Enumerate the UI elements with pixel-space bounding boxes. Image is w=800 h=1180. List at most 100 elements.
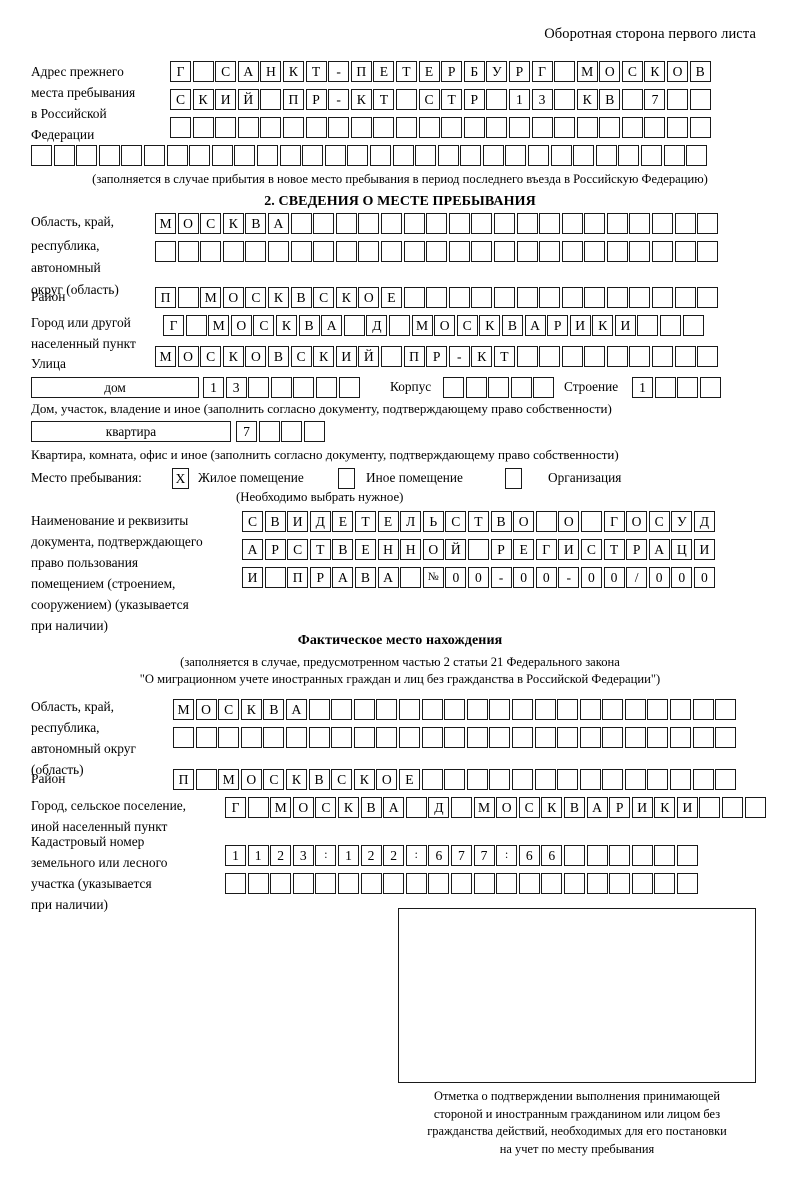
form-cell[interactable] (715, 769, 737, 790)
form-cell[interactable]: Т (441, 89, 463, 110)
form-cell[interactable] (360, 873, 382, 894)
form-cell[interactable] (674, 287, 696, 308)
form-cell[interactable] (579, 769, 601, 790)
form-cell[interactable]: К (267, 287, 289, 308)
form-cell[interactable]: Й (358, 346, 380, 367)
stroenie-cells[interactable]: 1 (632, 377, 721, 398)
form-cell[interactable] (315, 873, 337, 894)
form-cell[interactable]: О (513, 511, 535, 532)
stamp-area[interactable] (398, 908, 756, 1083)
form-cell[interactable] (398, 699, 420, 720)
form-cell[interactable]: О (376, 769, 398, 790)
form-cell[interactable] (215, 117, 237, 138)
form-cell[interactable]: К (222, 213, 244, 234)
form-cell[interactable] (444, 769, 466, 790)
form-cell[interactable]: 1 (247, 845, 269, 866)
form-cell[interactable] (550, 145, 572, 166)
form-cell[interactable] (421, 769, 443, 790)
form-cell[interactable] (576, 117, 598, 138)
form-cell[interactable] (511, 727, 533, 748)
form-cell[interactable] (380, 213, 402, 234)
form-cell[interactable] (561, 213, 583, 234)
form-cell[interactable] (270, 873, 292, 894)
form-cell[interactable] (654, 845, 676, 866)
form-cell[interactable] (557, 699, 579, 720)
form-cell[interactable] (586, 873, 608, 894)
form-cell[interactable] (335, 241, 357, 262)
form-cell[interactable] (489, 769, 511, 790)
form-cell[interactable]: А (332, 567, 354, 588)
form-cell[interactable]: К (592, 315, 614, 336)
form-cell[interactable] (331, 699, 353, 720)
form-cell[interactable] (173, 727, 194, 748)
form-cell[interactable]: О (292, 797, 314, 818)
form-cell[interactable] (534, 699, 556, 720)
form-cell[interactable] (31, 145, 52, 166)
form-cell[interactable] (663, 145, 685, 166)
form-cell[interactable] (563, 845, 585, 866)
form-cell[interactable] (595, 145, 617, 166)
form-cell[interactable] (528, 145, 550, 166)
form-cell[interactable]: К (335, 287, 357, 308)
form-cell[interactable] (692, 699, 714, 720)
form-cell[interactable]: Р (264, 539, 286, 560)
form-cell[interactable]: С (215, 61, 237, 82)
form-cell[interactable]: С (290, 346, 312, 367)
form-cell[interactable]: 7 (473, 845, 495, 866)
form-cell[interactable] (338, 377, 360, 398)
form-cell[interactable] (353, 699, 375, 720)
form-cell[interactable] (674, 346, 696, 367)
form-cell[interactable] (602, 769, 624, 790)
form-cell[interactable] (369, 145, 391, 166)
form-cell[interactable] (541, 873, 563, 894)
form-cell[interactable]: Д (428, 797, 450, 818)
form-cell[interactable] (290, 213, 312, 234)
form-cell[interactable] (516, 287, 538, 308)
form-cell[interactable] (313, 213, 335, 234)
form-cell[interactable] (234, 145, 256, 166)
form-cell[interactable] (488, 377, 510, 398)
form-cell[interactable] (448, 241, 470, 262)
form-cell[interactable]: П (287, 567, 309, 588)
form-cell[interactable] (697, 213, 719, 234)
form-cell[interactable]: Г (225, 797, 246, 818)
form-cell[interactable] (579, 699, 601, 720)
checkbox-organizaciya[interactable] (505, 468, 522, 489)
form-cell[interactable]: Т (603, 539, 625, 560)
form-cell[interactable] (697, 346, 719, 367)
form-cell[interactable] (444, 727, 466, 748)
form-cell[interactable]: Б (463, 61, 485, 82)
form-cell[interactable]: : (496, 845, 518, 866)
form-cell[interactable] (505, 145, 527, 166)
form-cell[interactable] (471, 287, 493, 308)
form-cell[interactable]: И (693, 539, 715, 560)
form-cell[interactable]: С (315, 797, 337, 818)
form-cell[interactable] (463, 117, 485, 138)
form-cell[interactable]: Т (373, 89, 395, 110)
form-cell[interactable]: О (195, 699, 217, 720)
form-cell[interactable] (624, 727, 646, 748)
form-cell[interactable]: С (200, 346, 222, 367)
form-cell[interactable]: Е (380, 287, 402, 308)
form-cell[interactable]: 0 (467, 567, 489, 588)
form-cell[interactable] (428, 873, 450, 894)
form-cell[interactable] (443, 377, 464, 398)
form-cell[interactable] (554, 117, 576, 138)
form-cell[interactable] (621, 117, 643, 138)
form-cell[interactable] (53, 145, 75, 166)
form-cell[interactable]: А (648, 539, 670, 560)
form-cell[interactable]: В (245, 213, 267, 234)
form-cell[interactable] (621, 89, 643, 110)
form-cell[interactable]: О (496, 797, 518, 818)
form-cell[interactable]: И (569, 315, 591, 336)
form-cell[interactable]: В (263, 699, 285, 720)
form-cell[interactable] (267, 241, 289, 262)
form-cell[interactable]: И (558, 539, 580, 560)
form-cell[interactable]: В (501, 315, 523, 336)
form-cell[interactable]: Р (309, 567, 331, 588)
form-cell[interactable]: В (563, 797, 585, 818)
form-cell[interactable]: Т (309, 539, 331, 560)
form-cell[interactable]: 1 (203, 377, 224, 398)
